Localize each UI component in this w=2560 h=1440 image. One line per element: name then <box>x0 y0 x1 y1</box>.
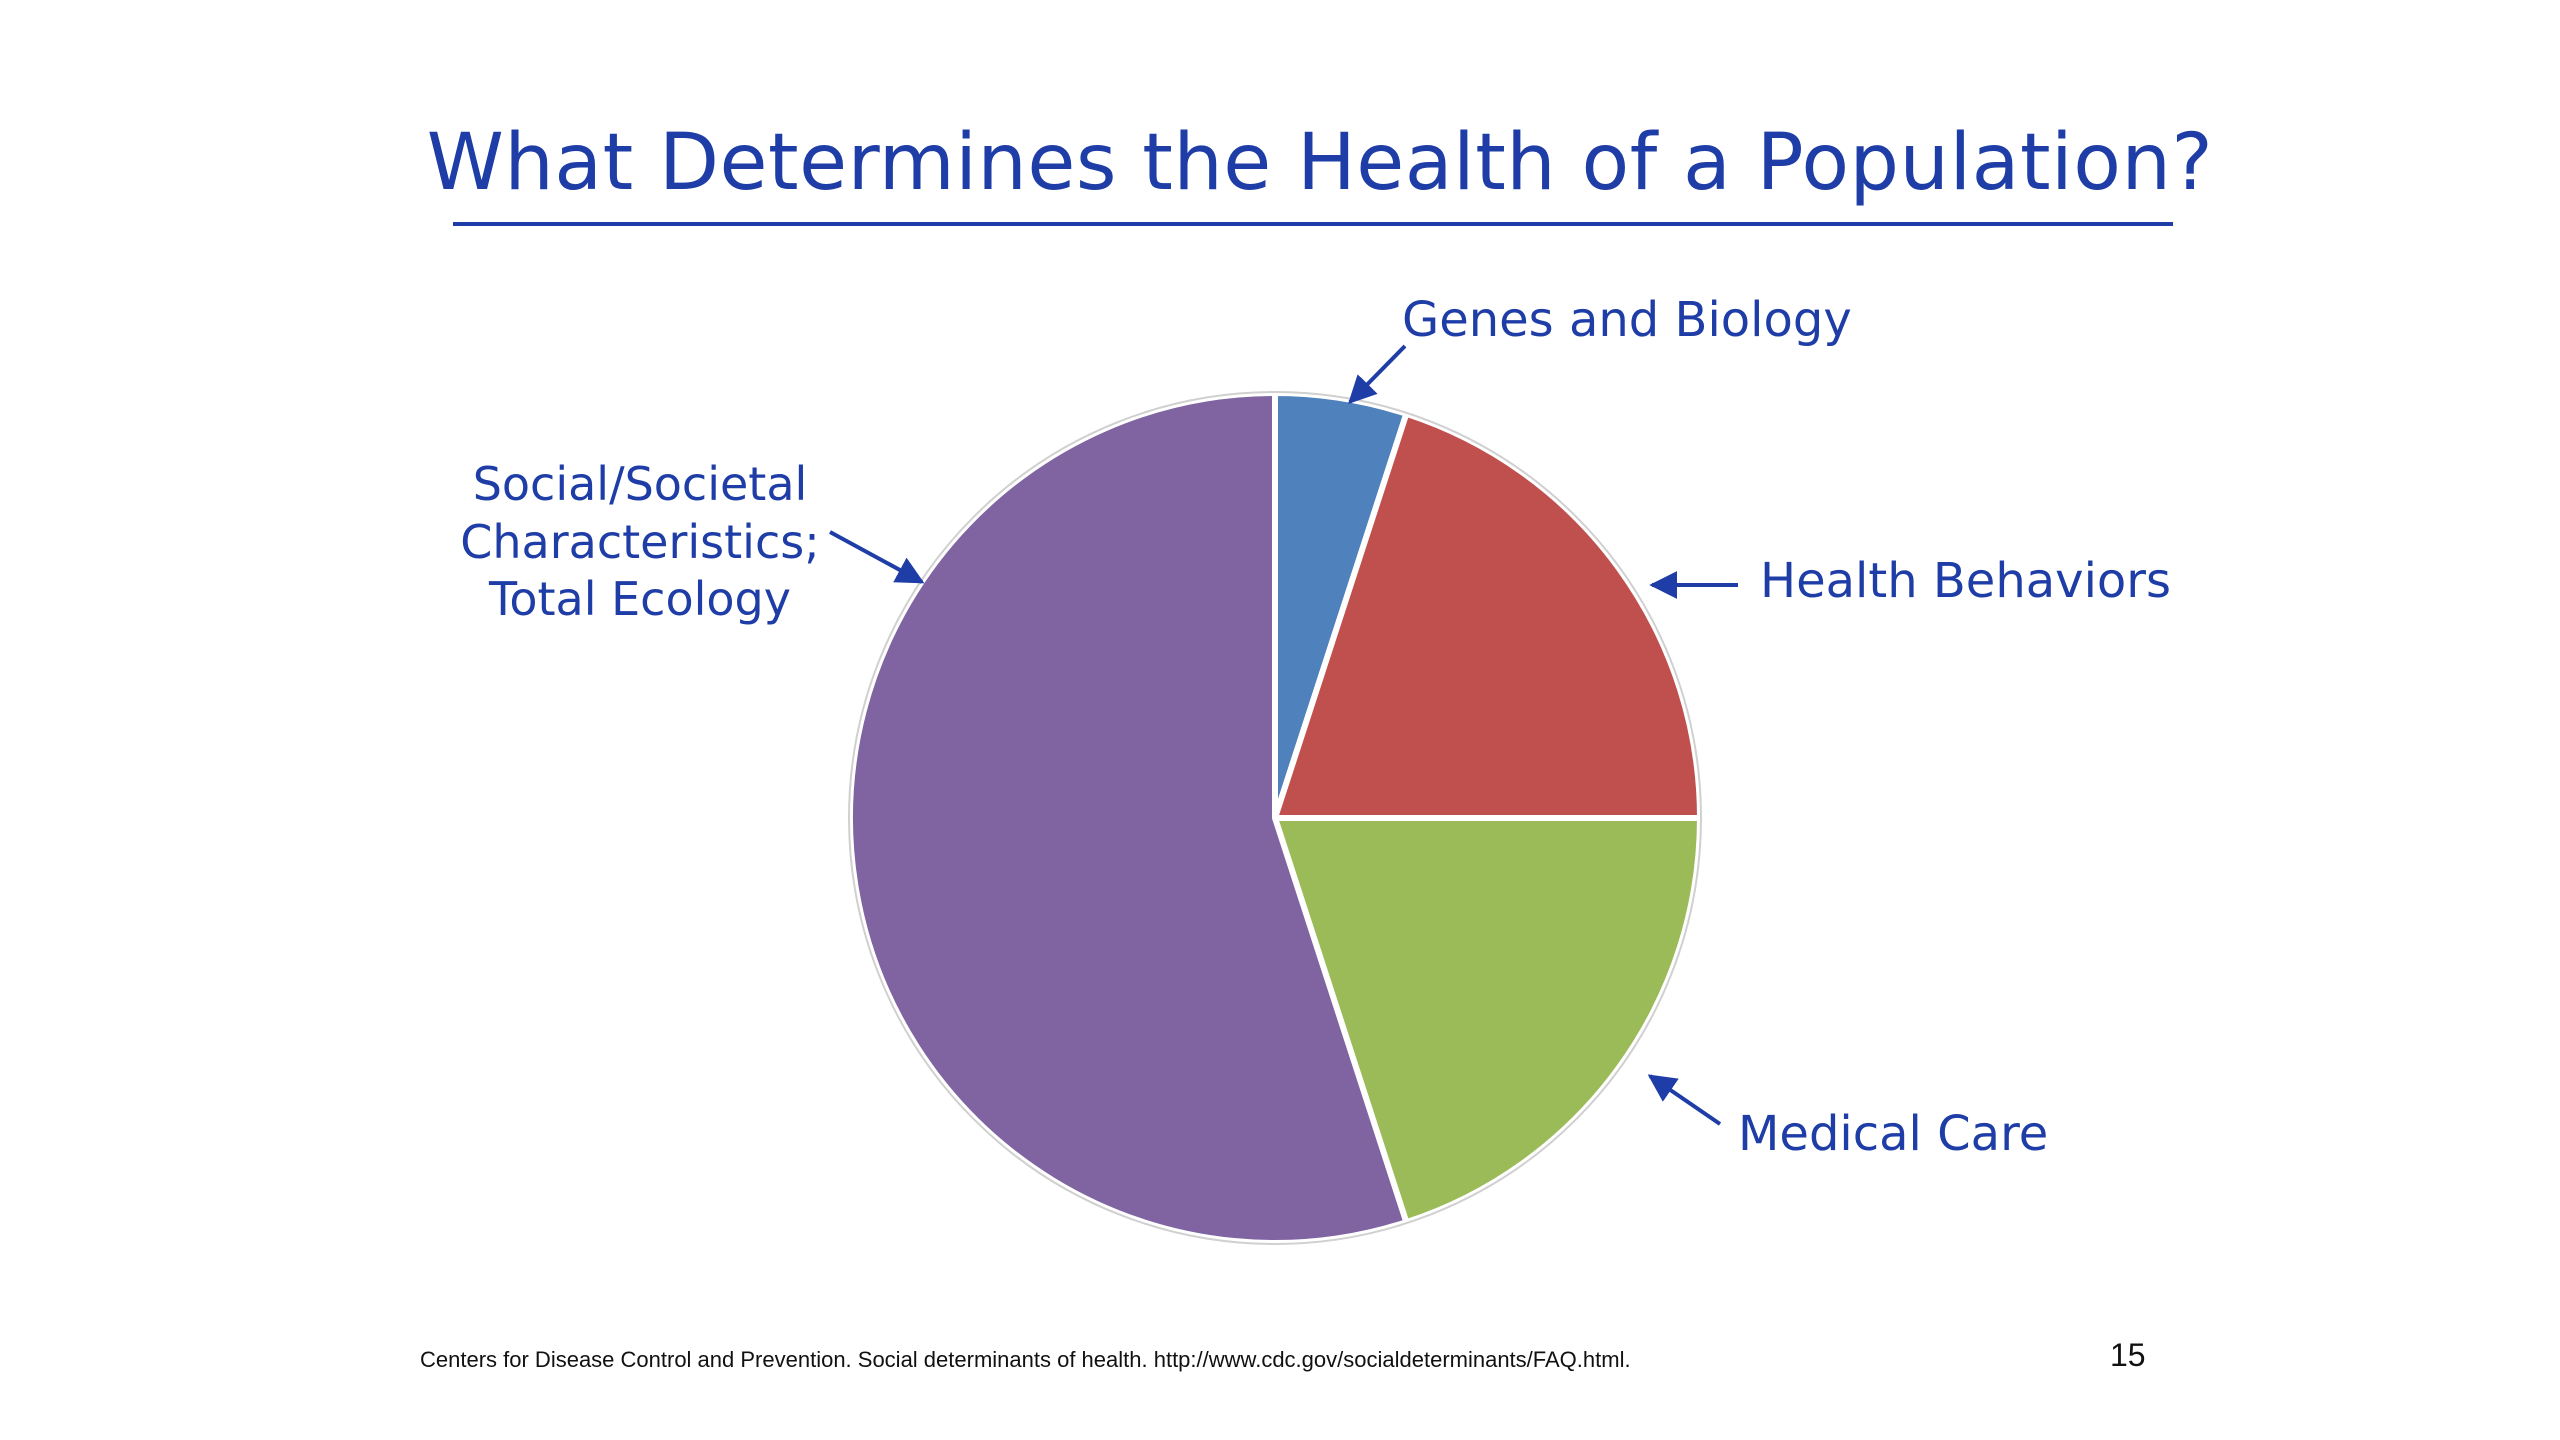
pie-slice-social-societal <box>847 390 1410 1246</box>
pie-slice-medical-care <box>1272 815 1703 1226</box>
slice-label-medical-care: Medical Care <box>1738 1106 2049 1162</box>
pie-slice-health-behaviors <box>1272 410 1703 821</box>
page-number: 15 <box>2110 1337 2146 1373</box>
arrow-social-societal <box>829 530 925 584</box>
slice-label-social-line-3: Total Ecology <box>489 572 791 626</box>
slice-label-genes-and-biology: Genes and Biology <box>1402 292 1852 348</box>
slice-label-social-line-2: Characteristics; <box>460 514 820 569</box>
arrow-genes-and-biology <box>1348 344 1407 404</box>
pie-outline <box>848 391 1702 1245</box>
slice-label-social-societal: Social/Societal Characteristics; Total E… <box>430 456 850 629</box>
pie-slices <box>847 390 1703 1246</box>
arrow-medical-care <box>1647 1074 1722 1126</box>
slide-title: What Determines the Health of a Populati… <box>426 118 2214 208</box>
slice-label-social-line-1: Social/Societal <box>472 457 808 511</box>
citation-footer: Centers for Disease Control and Preventi… <box>420 1347 1631 1372</box>
title-underline <box>453 222 2173 226</box>
slice-label-health-behaviors: Health Behaviors <box>1760 553 2172 609</box>
label-arrows <box>829 344 1738 1126</box>
